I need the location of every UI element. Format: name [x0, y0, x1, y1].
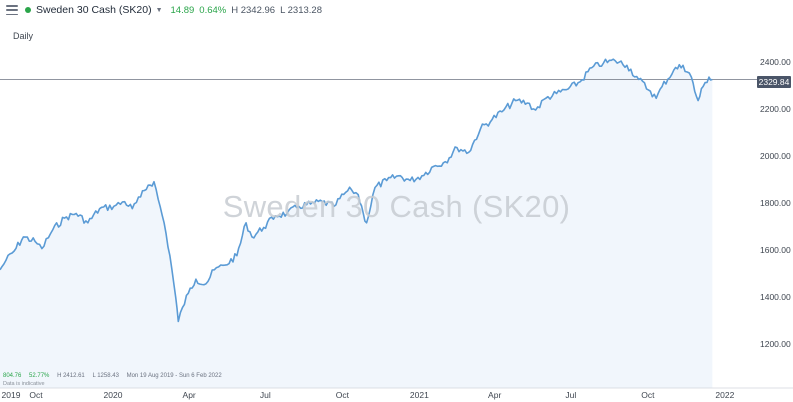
stats-low: L 1258.43 [92, 373, 119, 379]
interval-label[interactable]: Daily [13, 31, 34, 41]
y-tick-label: 2000.00 [760, 151, 791, 161]
disclaimer: Data is indicative [3, 381, 45, 387]
x-tick-label: Jul [565, 390, 577, 400]
header-change-pct: 0.64% [199, 4, 227, 16]
chart-header: Sweden 30 Cash (SK20) ▼ 14.89 0.64% H 23… [0, 0, 793, 20]
x-tick-label: Jul [259, 390, 271, 400]
x-tick-label: Oct [335, 390, 349, 400]
y-tick-label: 1400.00 [760, 292, 791, 302]
x-tick-label: Oct [641, 390, 655, 400]
y-tick-label: 1800.00 [760, 198, 791, 208]
caret-down-icon[interactable]: ▼ [155, 6, 163, 14]
x-tick-label: Apr [182, 390, 196, 400]
x-tick-label: 2022 [715, 390, 735, 400]
y-tick-label: 1600.00 [760, 245, 791, 255]
price-series-line [0, 58, 713, 323]
header-change: 14.89 [170, 4, 195, 16]
stats-bar: 804.76 52.77% H 2412.61 L 1258.43 Mon 19… [3, 373, 228, 379]
x-tick-label: Oct [29, 390, 43, 400]
y-tick-label: 2200.00 [760, 104, 791, 114]
header-high: H 2342.96 [231, 4, 276, 16]
y-tick-label: 2400.00 [760, 57, 791, 67]
x-tick-label: 2021 [409, 390, 429, 400]
price-area-fill [0, 59, 713, 388]
x-tick-label: 2020 [103, 390, 123, 400]
y-tick-label: 1200.00 [760, 339, 791, 349]
current-price-label: 2329.84 [757, 76, 791, 88]
stats-high: H 2412.61 [57, 373, 85, 379]
x-tick-label: 2019 [1, 390, 21, 400]
stats-change: 804.76 [3, 373, 22, 379]
x-tick-label: Apr [488, 390, 502, 400]
menu-icon[interactable] [6, 5, 18, 15]
instrument-name[interactable]: Sweden 30 Cash (SK20) [36, 4, 152, 16]
stats-change-pct: 52.77% [29, 373, 50, 379]
stats-range: Mon 19 Aug 2019 - Sun 6 Feb 2022 [126, 373, 222, 379]
live-dot-icon [25, 7, 31, 13]
header-low: L 2313.28 [280, 4, 322, 16]
